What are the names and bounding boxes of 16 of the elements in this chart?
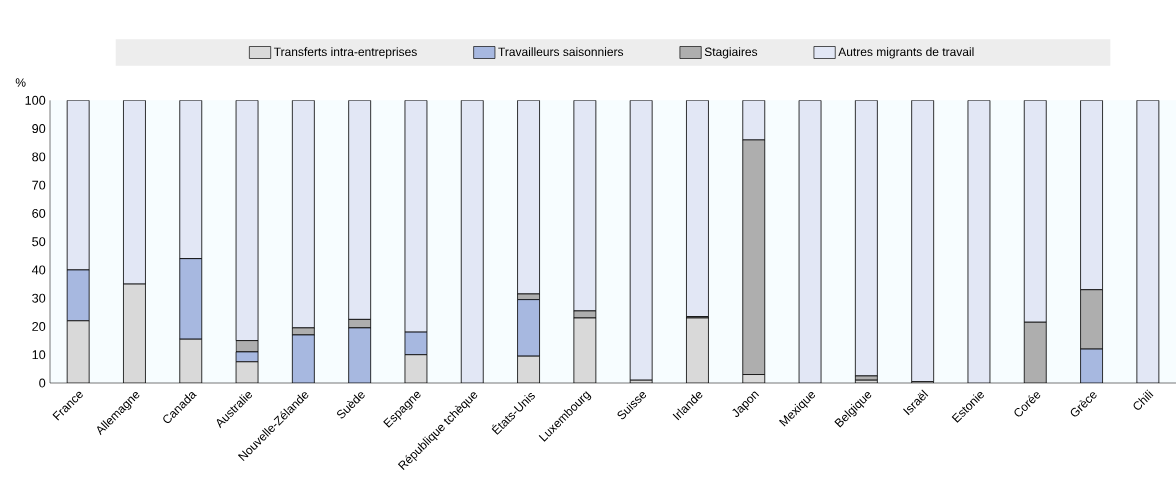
y-tick-label: 10 <box>32 350 46 360</box>
y-tick-label: 0 <box>39 378 46 388</box>
legend-label: Transferts intra-entreprises <box>273 47 417 59</box>
y-tick-label: 100 <box>25 95 46 105</box>
y-axis-title: % <box>15 78 26 87</box>
y-tick-label: 70 <box>32 180 46 190</box>
y-tick-label: 90 <box>32 124 46 134</box>
y-tick-label: 80 <box>32 152 46 162</box>
y-tick-label: 60 <box>32 208 46 218</box>
y-tick-label: 40 <box>31 265 46 275</box>
legend-label: Autres migrants de travail <box>838 47 974 59</box>
y-tick-label: 20 <box>32 321 46 331</box>
y-tick-label: 50 <box>32 237 46 247</box>
legend-label: Stagiaires <box>704 47 758 59</box>
y-tick-label: 30 <box>32 293 46 303</box>
legend-label: Travailleurs saisonniers <box>498 47 624 57</box>
